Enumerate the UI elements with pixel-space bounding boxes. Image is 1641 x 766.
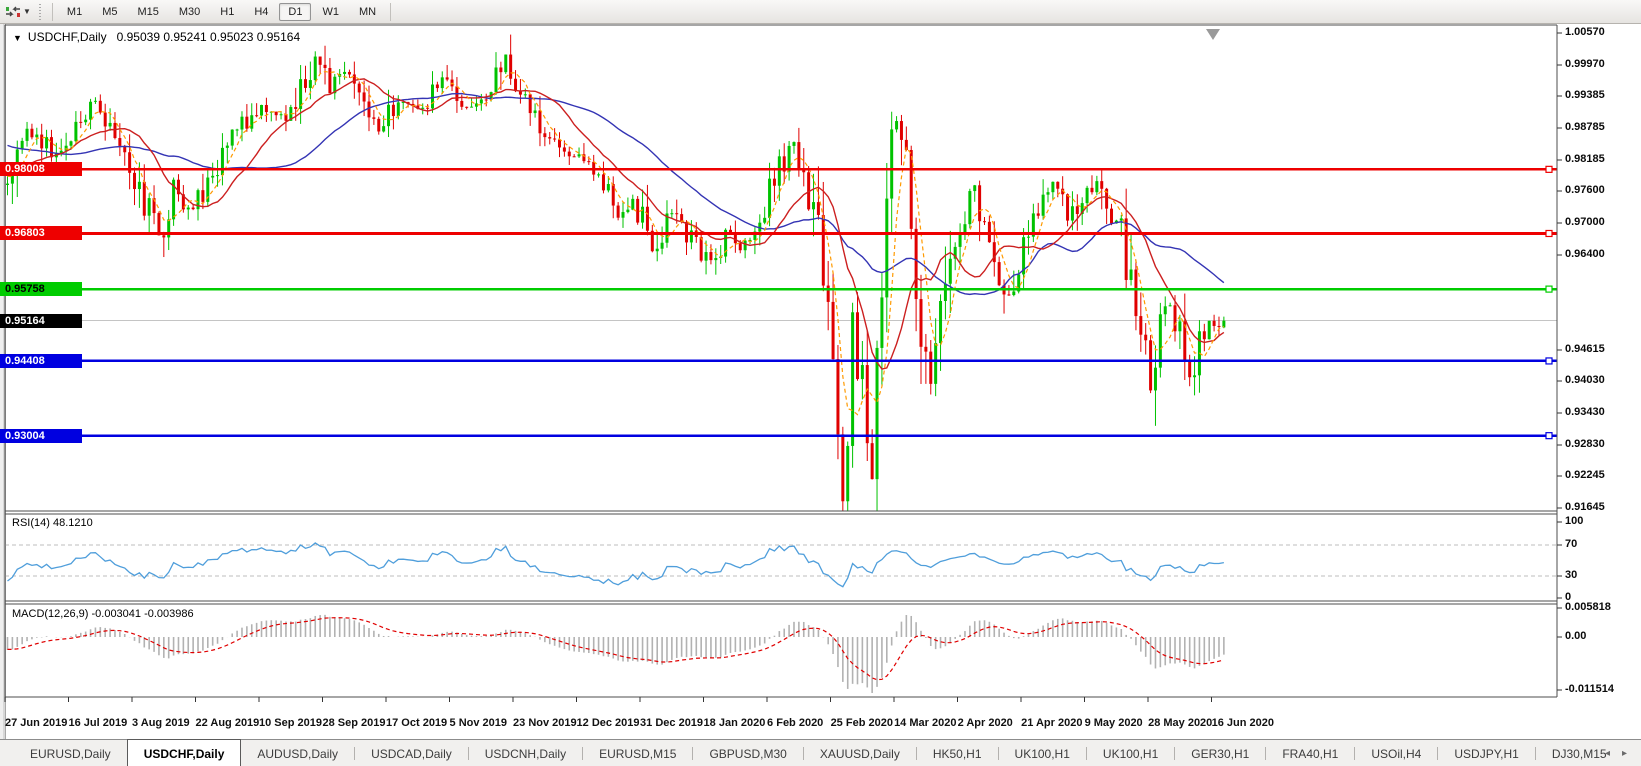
tab-eurusd-m15[interactable]: EURUSD,M15 [599, 746, 677, 761]
tab-usdcad-daily[interactable]: USDCAD,Daily [371, 746, 452, 761]
tab-separator [802, 747, 804, 760]
timeframe-button-m5[interactable]: M5 [93, 3, 126, 21]
timeframe-button-h1[interactable]: H1 [211, 3, 243, 21]
timeframe-button-h4[interactable]: H4 [245, 3, 277, 21]
tab-usdcnh-daily[interactable]: USDCNH,Daily [484, 746, 567, 761]
tab-xauusd-daily[interactable]: XAUUSD,Daily [819, 746, 900, 761]
tab-separator [692, 747, 694, 760]
toolbar-dropdown-caret[interactable]: ▼ [23, 7, 31, 16]
tab-uk100-h1[interactable]: UK100,H1 [1014, 746, 1070, 761]
timeframe-button-m15[interactable]: M15 [128, 3, 167, 21]
tab-hk50-h1[interactable]: HK50,H1 [932, 746, 982, 761]
tab-separator [1534, 747, 1536, 760]
moving-averages-layer [7, 70, 1225, 416]
chart-tabbar: EURUSD,Daily USDCHF,Daily AUDUSD,Daily USDC… [0, 739, 1641, 766]
chart-tabs: EURUSD,Daily USDCHF,Daily AUDUSD,Daily USDC… [14, 739, 1623, 766]
timeframe-button-d1[interactable]: D1 [279, 2, 312, 21]
tabs-scroll-right-arrow[interactable]: ▸ [1621, 748, 1627, 759]
chart-mode-icon[interactable] [4, 4, 22, 20]
tabs-scroll-left-arrow[interactable]: ◂ [1604, 748, 1610, 759]
tab-usoil-h4[interactable]: USOil,H4 [1371, 746, 1422, 761]
tab-usdchf-daily[interactable]: USDCHF,Daily [126, 739, 242, 766]
macd-signal-line [7, 617, 1225, 681]
timeframes-toolbar: ▼ M1 M5 M15 M30 H1 H4 D1 W1 MN [0, 0, 1641, 24]
tab-gbpusd-m30[interactable]: GBPUSD,M30 [709, 746, 787, 761]
timeframe-button-mn[interactable]: MN [350, 3, 385, 21]
tab-separator [467, 747, 469, 760]
tab-separator [1265, 747, 1267, 760]
macd-histogram-layer [6, 614, 1225, 693]
horizontal-lines-layer [4, 165, 1557, 440]
tab-separator [997, 747, 999, 760]
timeframe-button-m30[interactable]: M30 [170, 3, 209, 21]
rsi-line [7, 542, 1224, 588]
tab-separator [354, 747, 356, 760]
tab-audusd-daily[interactable]: AUDUSD,Daily [257, 746, 339, 761]
chart-shift-marker [1206, 29, 1220, 40]
tab-eurusd-daily[interactable]: EURUSD,Daily [30, 746, 111, 761]
tab-separator [1354, 747, 1356, 760]
candles-layer [6, 34, 1226, 512]
tab-fra40-h1[interactable]: FRA40,H1 [1282, 746, 1339, 761]
tab-separator [915, 747, 917, 760]
toolbar-separator [51, 2, 53, 21]
tab-usdjpy-h1[interactable]: USDJPY,H1 [1454, 746, 1519, 761]
toolbar-separator-2 [390, 2, 392, 21]
tab-dj30-m15[interactable]: DJ30,M15 [1551, 746, 1607, 761]
timeframe-button-m1[interactable]: M1 [58, 3, 91, 21]
tab-separator [582, 747, 584, 760]
tab-separator [1174, 747, 1176, 760]
tab-uk100-h1[interactable]: UK100,H1 [1102, 746, 1159, 761]
toolbar-grip[interactable] [37, 3, 43, 20]
timeframe-button-w1[interactable]: W1 [313, 3, 348, 21]
tab-separator [1437, 747, 1439, 760]
timeframe-buttons: M1 M5 M15 M30 H1 H4 D1 W1 MN [57, 2, 386, 21]
tab-ger30-h1[interactable]: GER30,H1 [1191, 746, 1250, 761]
tab-separator [1085, 747, 1087, 760]
